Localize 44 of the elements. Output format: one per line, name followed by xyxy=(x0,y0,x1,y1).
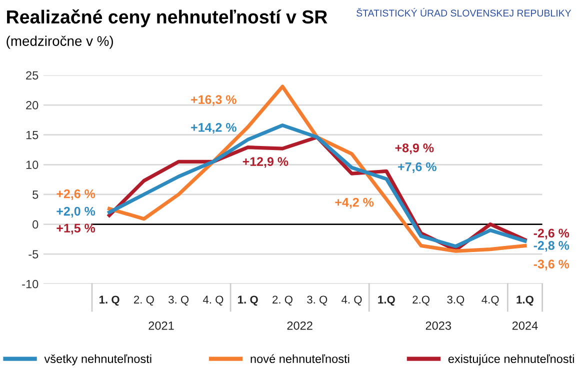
text: 2021 xyxy=(148,321,174,330)
y-tick-label: 10 xyxy=(26,160,38,170)
x-tick-label: 2.Q xyxy=(412,296,430,306)
data-label: +8,9 % xyxy=(395,143,434,154)
data-label: +2,0 % xyxy=(56,206,96,218)
data-label: +1,5 % xyxy=(56,224,96,234)
data-label: -3,6 % xyxy=(534,260,570,270)
x-tick-label: 3. Q xyxy=(307,296,328,306)
x-tick-label: 2. Q xyxy=(134,296,154,306)
text: 2022 xyxy=(287,321,312,330)
data-label: +16,3 % xyxy=(191,95,236,106)
x-tick-label: 1.Q xyxy=(378,296,395,306)
y-tick-label: 5 xyxy=(32,190,38,199)
x-tick-label: 4. Q xyxy=(342,296,362,306)
chart-subtitle: (medziročne v %) xyxy=(6,36,113,49)
y-tick-label: 0 xyxy=(32,220,38,229)
x-tick-label: 4.Q xyxy=(482,296,499,306)
data-label: +7,6 % xyxy=(398,162,436,173)
text: 2024 xyxy=(512,321,538,330)
legend-label: nové nehnuteľnosti xyxy=(250,354,350,364)
y-tick-label: 25 xyxy=(26,71,38,80)
x-tick-label: 1.Q xyxy=(516,296,534,306)
x-tick-label: 3.Q xyxy=(447,296,464,306)
x-tick-label: 3. Q xyxy=(168,296,189,306)
data-label: +4,2 % xyxy=(335,198,374,209)
chart-title: Realizačné ceny nehnuteľností v SR xyxy=(7,9,328,28)
y-tick-label: 15 xyxy=(26,130,38,140)
y-tick-label: -10 xyxy=(22,280,38,288)
line-series xyxy=(108,84,527,253)
text: 2023 xyxy=(426,321,451,330)
legend-label: existujúce nehnuteľnosti xyxy=(448,354,574,366)
data-label: +14,2 % xyxy=(191,122,236,134)
x-tick-label: 2. Q xyxy=(272,296,292,306)
x-tick-label: 1. Q xyxy=(100,296,120,306)
x-tick-label: 4. Q xyxy=(202,296,224,306)
data-label: +2,6 % xyxy=(56,189,96,200)
data-label: -2,8 % xyxy=(534,241,570,252)
data-label: -2,6 % xyxy=(534,228,570,240)
y-tick-label: -5 xyxy=(28,250,38,258)
y-tick-label: 20 xyxy=(26,101,38,110)
legend-label: všetky nehnuteľnosti xyxy=(44,354,152,366)
data-label: +12,9 % xyxy=(242,157,288,168)
text: ŠTATISTICKÝ ÚRAD SLOVENSKEJ REPUBLIKY xyxy=(356,8,572,17)
x-tick-label: 1. Q xyxy=(238,296,258,306)
